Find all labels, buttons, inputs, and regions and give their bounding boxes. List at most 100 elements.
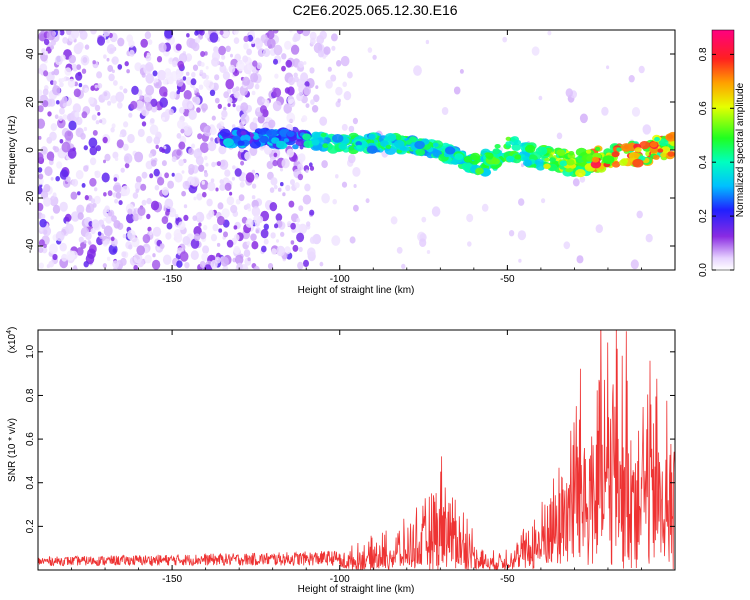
heatmap-cell	[147, 39, 153, 45]
heatmap-cell	[154, 184, 160, 191]
heatmap-cell	[595, 146, 601, 151]
heatmap-cell	[335, 86, 343, 96]
heatmap-cell	[309, 236, 316, 244]
heatmap-cell	[219, 179, 224, 185]
spectrogram-x-label: Height of straight line (km)	[298, 285, 415, 296]
heatmap-cell	[232, 103, 236, 108]
heatmap-cell	[221, 109, 228, 118]
heatmap-cell	[441, 107, 449, 115]
heatmap-cell	[272, 30, 279, 34]
heatmap-cell	[315, 85, 319, 89]
heatmap-cell	[353, 204, 359, 212]
heatmap-cell	[481, 203, 489, 212]
heatmap-cell	[124, 162, 130, 169]
heatmap-cell	[81, 68, 87, 74]
heatmap-cell	[266, 160, 274, 170]
heatmap-cell	[140, 183, 147, 191]
heatmap-cell	[216, 123, 222, 130]
heatmap-cell	[240, 130, 247, 136]
heatmap-cell	[48, 243, 58, 255]
heatmap-cell	[240, 102, 249, 112]
heatmap-cell	[68, 120, 77, 131]
heatmap-cell	[183, 108, 190, 117]
heatmap-cell	[645, 233, 653, 243]
heatmap-cell	[40, 30, 45, 34]
heatmap-cell	[176, 133, 182, 139]
heatmap-cell	[84, 87, 89, 93]
heatmap-cell	[217, 215, 225, 226]
heatmap-cell	[53, 146, 60, 153]
heatmap-cell	[210, 178, 215, 183]
heatmap-cell	[106, 44, 116, 55]
heatmap-cell	[38, 68, 43, 74]
heatmap-cell	[666, 134, 674, 139]
heatmap-cell	[267, 263, 274, 270]
heatmap-cell	[341, 181, 348, 188]
heatmap-cell	[356, 144, 362, 150]
heatmap-cell	[261, 98, 266, 103]
heatmap-cell	[259, 135, 269, 143]
heatmap-cell	[153, 168, 160, 177]
heatmap-cell	[222, 71, 230, 80]
heatmap-cell	[171, 172, 175, 177]
heatmap-cell	[639, 141, 650, 150]
heatmap-cell	[521, 163, 524, 168]
x-tick-label: -150	[162, 574, 182, 585]
heatmap-cell	[219, 30, 224, 36]
heatmap-cell	[128, 112, 133, 118]
heatmap-cell	[243, 42, 249, 50]
heatmap-cell	[633, 153, 641, 159]
heatmap-cell	[70, 30, 80, 39]
heatmap-cell	[453, 86, 461, 95]
heatmap-cell	[61, 141, 71, 153]
heatmap-cell	[232, 87, 237, 94]
heatmap-cell	[178, 53, 188, 63]
heatmap-cell	[80, 132, 86, 140]
y-tick-label: -40	[25, 238, 36, 253]
heatmap-cell	[67, 78, 76, 88]
heatmap-cell	[121, 185, 131, 197]
heatmap-cell	[176, 260, 183, 268]
heatmap-cell	[144, 31, 152, 40]
heatmap-cell	[290, 222, 296, 230]
y-tick-label: -20	[25, 190, 36, 205]
heatmap-cell	[287, 76, 296, 86]
heatmap-cell	[201, 72, 207, 79]
heatmap-cell	[50, 39, 57, 46]
heatmap-cell	[182, 180, 190, 190]
heatmap-cell	[238, 194, 245, 202]
heatmap-cell	[106, 256, 111, 261]
heatmap-cell	[313, 94, 320, 103]
heatmap-cell	[41, 246, 48, 254]
heatmap-cell	[287, 95, 295, 105]
heatmap-cell	[355, 141, 363, 147]
y-tick-label: 0.2	[25, 519, 36, 533]
heatmap-cell	[636, 210, 643, 219]
heatmap-cell	[83, 261, 89, 268]
heatmap-cell	[74, 111, 80, 118]
heatmap-cell	[174, 232, 183, 243]
heatmap-cell	[164, 172, 170, 179]
heatmap-cell	[54, 55, 63, 66]
heatmap-cell	[94, 104, 101, 112]
heatmap-cell	[199, 231, 207, 240]
heatmap-cell	[544, 157, 550, 162]
heatmap-cell	[178, 221, 186, 231]
heatmap-cell	[281, 53, 287, 60]
heatmap-cell	[128, 244, 133, 250]
heatmap-cell	[193, 196, 197, 201]
heatmap-cell	[619, 159, 628, 166]
heatmap-cell	[252, 117, 258, 124]
heatmap-cell	[302, 194, 312, 205]
heatmap-cell	[276, 239, 279, 243]
heatmap-cell	[59, 81, 64, 88]
heatmap-cell	[337, 98, 341, 103]
heatmap-cell	[240, 113, 250, 125]
heatmap-cell	[145, 62, 154, 72]
spectrogram-y-label: Frequency (Hz)	[7, 116, 18, 185]
heatmap-cell	[64, 130, 74, 141]
heatmap-cell	[169, 91, 177, 100]
heatmap-cell	[117, 64, 123, 70]
heatmap-cell	[401, 263, 406, 270]
heatmap-cell	[262, 48, 271, 57]
